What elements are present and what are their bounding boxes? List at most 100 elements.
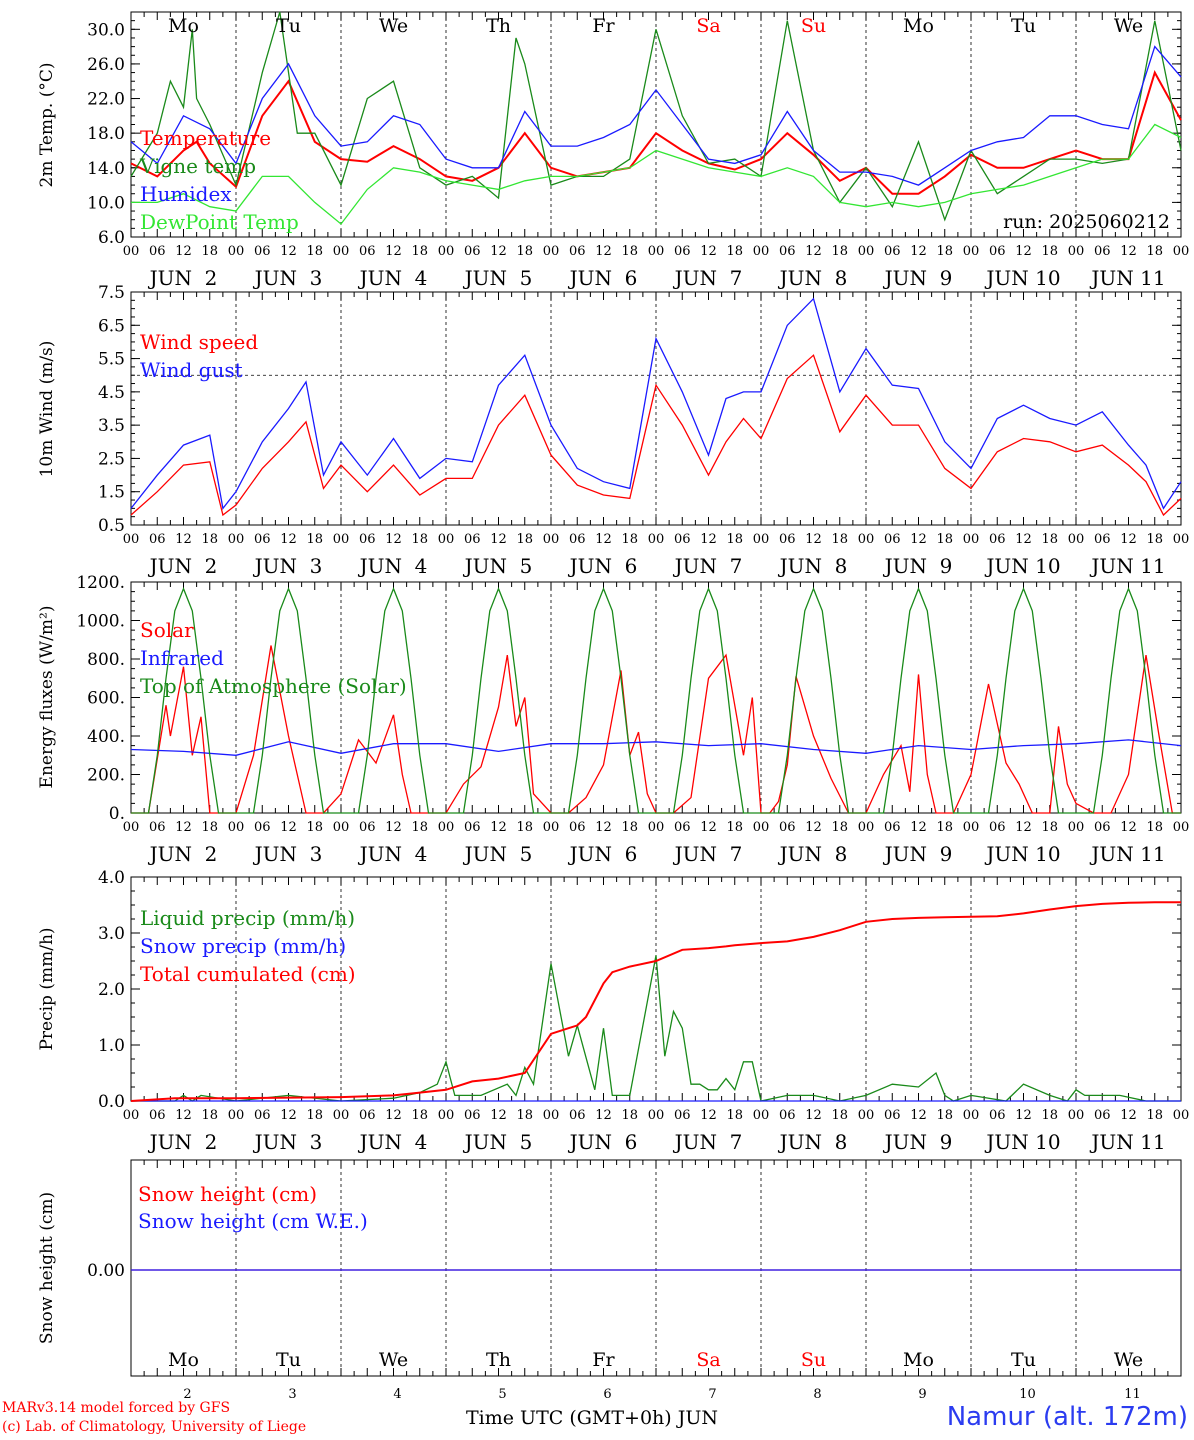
data-point [550, 743, 551, 744]
date-label: JUN 2 [148, 554, 218, 578]
data-point [393, 167, 394, 168]
data-point [725, 678, 726, 679]
hour-tick-label: 18 [306, 820, 323, 835]
data-point [760, 176, 761, 177]
date-label: JUN 4 [358, 266, 428, 290]
hour-tick-label: 18 [1146, 532, 1163, 547]
data-point [682, 391, 683, 392]
data-point [997, 193, 998, 194]
data-point [787, 378, 788, 379]
hour-tick-label: 00 [648, 1108, 665, 1123]
data-point [612, 1095, 613, 1096]
data-point [235, 504, 236, 505]
hour-tick-label: 18 [201, 532, 218, 547]
data-point [524, 63, 525, 64]
data-point [550, 455, 551, 456]
hour-tick-label: 12 [490, 532, 507, 547]
data-point [970, 150, 971, 151]
data-point [367, 475, 368, 476]
hour-tick-label: 00 [963, 532, 980, 547]
data-point [970, 468, 971, 469]
data-point [970, 1095, 971, 1096]
data-point [183, 751, 184, 752]
hour-tick-label: 12 [1120, 820, 1137, 835]
data-point [472, 176, 473, 177]
data-point [314, 141, 315, 142]
data-point [743, 755, 744, 756]
data-point [997, 755, 998, 756]
data-point [253, 755, 254, 756]
hour-tick-label: 18 [411, 532, 428, 547]
data-point [1102, 903, 1103, 904]
data-point [865, 753, 866, 754]
data-point [997, 141, 998, 142]
data-point [533, 793, 534, 794]
data-point [699, 610, 700, 611]
data-point [935, 812, 936, 813]
data-point [498, 588, 499, 589]
series-line-humidex [130, 45, 1182, 186]
hour-tick-label: 06 [359, 244, 376, 259]
hour-tick-label: 18 [516, 1108, 533, 1123]
data-point [305, 812, 306, 813]
data-point [480, 1095, 481, 1096]
data-point [708, 159, 709, 160]
data-point [629, 1095, 630, 1096]
y-tick-label: 2.0 [98, 980, 125, 1000]
data-point [1163, 508, 1164, 509]
y-tick-label: 18.0 [87, 124, 125, 144]
data-point [778, 812, 779, 813]
data-point [222, 514, 223, 515]
data-point [629, 167, 630, 168]
data-point [655, 960, 656, 961]
data-point [340, 793, 341, 794]
hour-tick-label: 12 [700, 532, 717, 547]
data-point [393, 438, 394, 439]
data-point [787, 325, 788, 326]
date-label: JUN 7 [673, 266, 743, 290]
hour-tick-label: 18 [726, 244, 743, 259]
data-point [314, 115, 315, 116]
temperature-ylabel: 2m Temp. (°C) [37, 62, 57, 187]
data-point [262, 755, 263, 756]
data-point [437, 1084, 438, 1085]
hour-tick-label: 06 [359, 1108, 376, 1123]
data-point [795, 678, 796, 679]
data-point [734, 159, 735, 160]
data-point [918, 917, 919, 918]
hour-tick-label: 18 [726, 820, 743, 835]
data-point [1049, 441, 1050, 442]
data-point [1102, 411, 1103, 412]
data-point [367, 98, 368, 99]
data-point [262, 98, 263, 99]
hour-tick-label: 06 [884, 244, 901, 259]
data-point [262, 441, 263, 442]
data-point [944, 219, 945, 220]
hour-tick-label: 12 [280, 1108, 297, 1123]
data-point [918, 745, 919, 746]
day-label: Su [801, 15, 826, 37]
hour-tick-label: 12 [1120, 244, 1137, 259]
y-tick-label: 0. [109, 804, 125, 824]
hour-tick-label: 06 [254, 1108, 271, 1123]
energy-panel: 0. 200. 400. 600. 800. 1000. 1200. Energy fluxe… [37, 573, 1189, 866]
date-label: JUN 8 [778, 1130, 848, 1154]
date-label: JUN 3 [253, 842, 323, 866]
data-point [472, 461, 473, 462]
data-point [629, 755, 630, 756]
hour-tick-label: 00 [228, 244, 245, 259]
data-point [1180, 902, 1181, 903]
data-point [682, 159, 683, 160]
legend-entry: Total cumulated (cm) [140, 962, 356, 986]
data-point [209, 812, 210, 813]
data-point [760, 154, 761, 155]
data-point [1049, 1095, 1050, 1096]
data-point [629, 159, 630, 160]
data-point [1049, 909, 1050, 910]
y-tick-label: 1200. [76, 573, 125, 593]
data-point [725, 1078, 726, 1079]
series-line-temperature [130, 70, 1182, 195]
data-point [524, 355, 525, 356]
date-label: JUN 9 [883, 266, 953, 290]
date-number: 5 [498, 1387, 506, 1402]
